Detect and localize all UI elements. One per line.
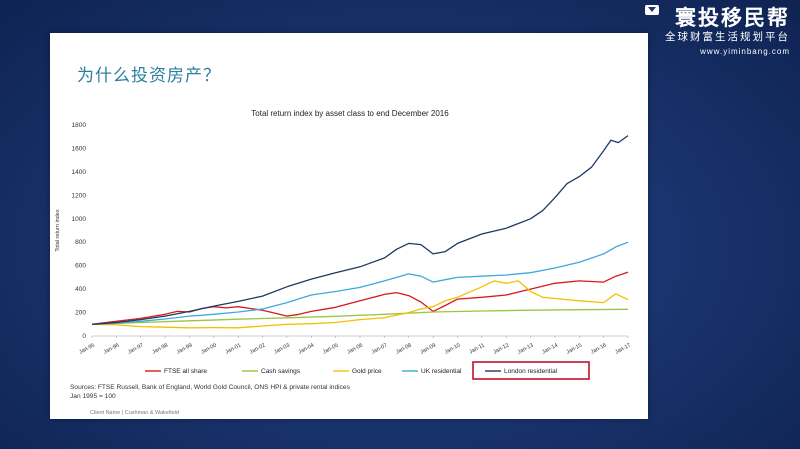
x-tick-label: Jan-06 bbox=[346, 342, 364, 355]
legend-label: Gold price bbox=[352, 368, 382, 375]
logo-slogan: 全球财富生活规划平台 bbox=[665, 31, 790, 43]
y-axis-label: Total return index bbox=[55, 209, 61, 251]
y-tick-label: 600 bbox=[75, 263, 86, 270]
slide-footer: Client Name | Cushman & Wakefield bbox=[90, 410, 179, 416]
series-line-cash-savings bbox=[91, 308, 629, 325]
legend-label: FTSE all share bbox=[164, 368, 207, 375]
y-tick-label: 800 bbox=[75, 239, 86, 246]
x-tick-label: Jan-99 bbox=[176, 342, 194, 355]
x-tick-label: Jan-09 bbox=[419, 342, 437, 355]
x-tick-label: Jan-04 bbox=[298, 342, 316, 355]
y-tick-label: 400 bbox=[75, 286, 86, 293]
line-chart: Total return index by asset class to end… bbox=[55, 109, 632, 380]
x-tick-label: Jan-07 bbox=[371, 342, 389, 355]
y-tick-label: 200 bbox=[75, 310, 86, 317]
y-tick-label: 1400 bbox=[72, 169, 87, 176]
x-tick-label: Jan-03 bbox=[273, 342, 291, 355]
legend-label: Cash savings bbox=[261, 368, 301, 375]
x-tick-label: Jan-17 bbox=[614, 342, 632, 355]
y-tick-label: 0 bbox=[82, 333, 86, 340]
series-line-london-residential bbox=[91, 135, 629, 325]
x-tick-label: Jan-05 bbox=[322, 342, 340, 355]
x-tick-label: Jan-02 bbox=[249, 342, 267, 355]
logo-mark-icon bbox=[645, 5, 659, 15]
sources-note: Sources: FTSE Russell, Bank of England, … bbox=[70, 383, 350, 401]
y-tick-label: 1600 bbox=[72, 145, 87, 152]
x-tick-label: Jan-11 bbox=[468, 342, 485, 355]
legend-label: London residential bbox=[504, 368, 558, 375]
x-tick-label: Jan-15 bbox=[566, 342, 584, 355]
x-tick-label: Jan-08 bbox=[395, 342, 413, 355]
logo-url: www.yiminbang.com bbox=[700, 47, 790, 56]
x-tick-label: Jan-12 bbox=[492, 342, 510, 355]
series-line-uk-residential bbox=[91, 241, 629, 325]
x-tick-label: Jan-96 bbox=[103, 342, 121, 355]
x-tick-label: Jan-98 bbox=[151, 342, 169, 355]
x-tick-label: Jan-97 bbox=[127, 342, 145, 355]
logo-name: 寰投移民帮 bbox=[675, 6, 790, 30]
series-line-gold-price bbox=[91, 280, 629, 329]
slide-title: 为什么投资房产？ bbox=[77, 66, 221, 86]
sources-line: Sources: FTSE Russell, Bank of England, … bbox=[70, 384, 350, 391]
slide-panel: 为什么投资房产？ Total return index by asset cla… bbox=[50, 33, 648, 419]
x-tick-label: Jan-95 bbox=[78, 342, 96, 355]
brand-logo: 寰投移民帮 全球财富生活规划平台 www.yiminbang.com bbox=[640, 3, 790, 58]
y-tick-label: 1000 bbox=[72, 216, 87, 223]
chart-title: Total return index by asset class to end… bbox=[251, 109, 449, 118]
x-tick-label: Jan-16 bbox=[590, 342, 608, 355]
x-tick-label: Jan-13 bbox=[517, 342, 535, 355]
legend-highlight-box bbox=[472, 361, 590, 380]
y-tick-label: 1800 bbox=[72, 122, 87, 129]
x-tick-label: Jan-10 bbox=[444, 342, 462, 355]
x-tick-label: Jan-14 bbox=[541, 342, 559, 355]
base-note: Jan 1995 = 100 bbox=[70, 393, 116, 400]
x-tick-label: Jan-00 bbox=[200, 342, 218, 355]
legend-label: UK residential bbox=[421, 368, 462, 375]
x-tick-label: Jan-01 bbox=[224, 342, 242, 355]
y-tick-label: 1200 bbox=[72, 192, 87, 199]
